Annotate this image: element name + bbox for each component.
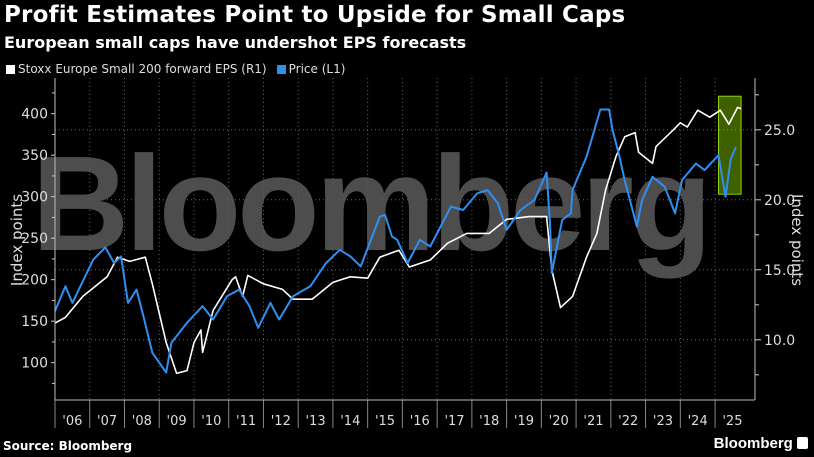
x-tick-label: '14 [340, 414, 360, 429]
legend-swatch-eps [6, 65, 15, 74]
y-right-tick-label: 25.0 [764, 123, 795, 139]
x-tick-label: '24 [688, 414, 708, 429]
x-tick-label: '12 [271, 414, 291, 429]
y-left-tick-label: 350 [21, 148, 48, 164]
series-line-price [54, 108, 737, 374]
highlight-box [718, 95, 742, 195]
x-tick-label: '23 [653, 414, 673, 429]
grid [55, 78, 755, 400]
source-note: Source: Bloomberg [3, 439, 133, 453]
axes: '06 '07 '08 '09 '10 '11 '12 '13 '14 '15 '16 '17 '18 '… [21, 78, 795, 429]
legend: Stoxx Europe Small 200 forward EPS (R1) … [6, 62, 345, 76]
bloomberg-chart-icon [797, 437, 808, 449]
x-tick-label: '10 [201, 414, 221, 429]
x-tick-label: '11 [236, 414, 256, 429]
x-tick-label: '25 [722, 414, 742, 429]
x-tick-label: '22 [618, 414, 638, 429]
y-left-tick-label: 250 [21, 231, 48, 247]
y-left-tick-label: 400 [21, 107, 48, 123]
legend-item-price: Price (L1) [276, 62, 346, 76]
legend-swatch-price [276, 65, 286, 74]
x-tick-label: '21 [583, 414, 603, 429]
y-right-tick-label: 10.0 [764, 333, 795, 349]
legend-label-eps: Stoxx Europe Small 200 forward EPS (R1) [18, 62, 267, 76]
y-right-tick-label: 15.0 [764, 263, 795, 279]
x-tick-label: '07 [97, 414, 117, 429]
series-lines [54, 106, 742, 375]
y-right-tick-label: 20.0 [764, 193, 795, 209]
y-left-tick-label: 100 [21, 356, 48, 372]
legend-label-price: Price (L1) [288, 62, 346, 76]
y-left-tick-label: 150 [21, 314, 48, 330]
bloomberg-logo: Bloomberg [714, 435, 808, 452]
x-tick-label: '18 [479, 414, 499, 429]
watermark: Bloomberg [32, 128, 709, 279]
x-tick-label: '08 [132, 414, 152, 429]
x-tick-label: '17 [444, 414, 464, 429]
series-line-eps [54, 106, 742, 375]
x-tick-label: '13 [305, 414, 325, 429]
brand-text: Bloomberg [713, 435, 793, 452]
legend-item-eps: Stoxx Europe Small 200 forward EPS (R1) [6, 62, 267, 76]
x-tick-label: '09 [167, 414, 187, 429]
x-tick-label: '19 [514, 414, 534, 429]
y-axis-left-label: Index points [8, 194, 26, 286]
y-axis-right-label: Index points [788, 194, 806, 286]
x-tick-label: '16 [410, 414, 430, 429]
y-left-tick-label: 200 [21, 273, 48, 289]
chart-subtitle: European small caps have undershot EPS f… [4, 33, 467, 52]
chart-title: Profit Estimates Point to Upside for Sma… [4, 2, 626, 28]
x-tick-label: '06 [62, 414, 82, 429]
x-tick-label: '15 [375, 414, 395, 429]
y-left-tick-label: 300 [21, 190, 48, 206]
x-tick-label: '20 [549, 414, 569, 429]
